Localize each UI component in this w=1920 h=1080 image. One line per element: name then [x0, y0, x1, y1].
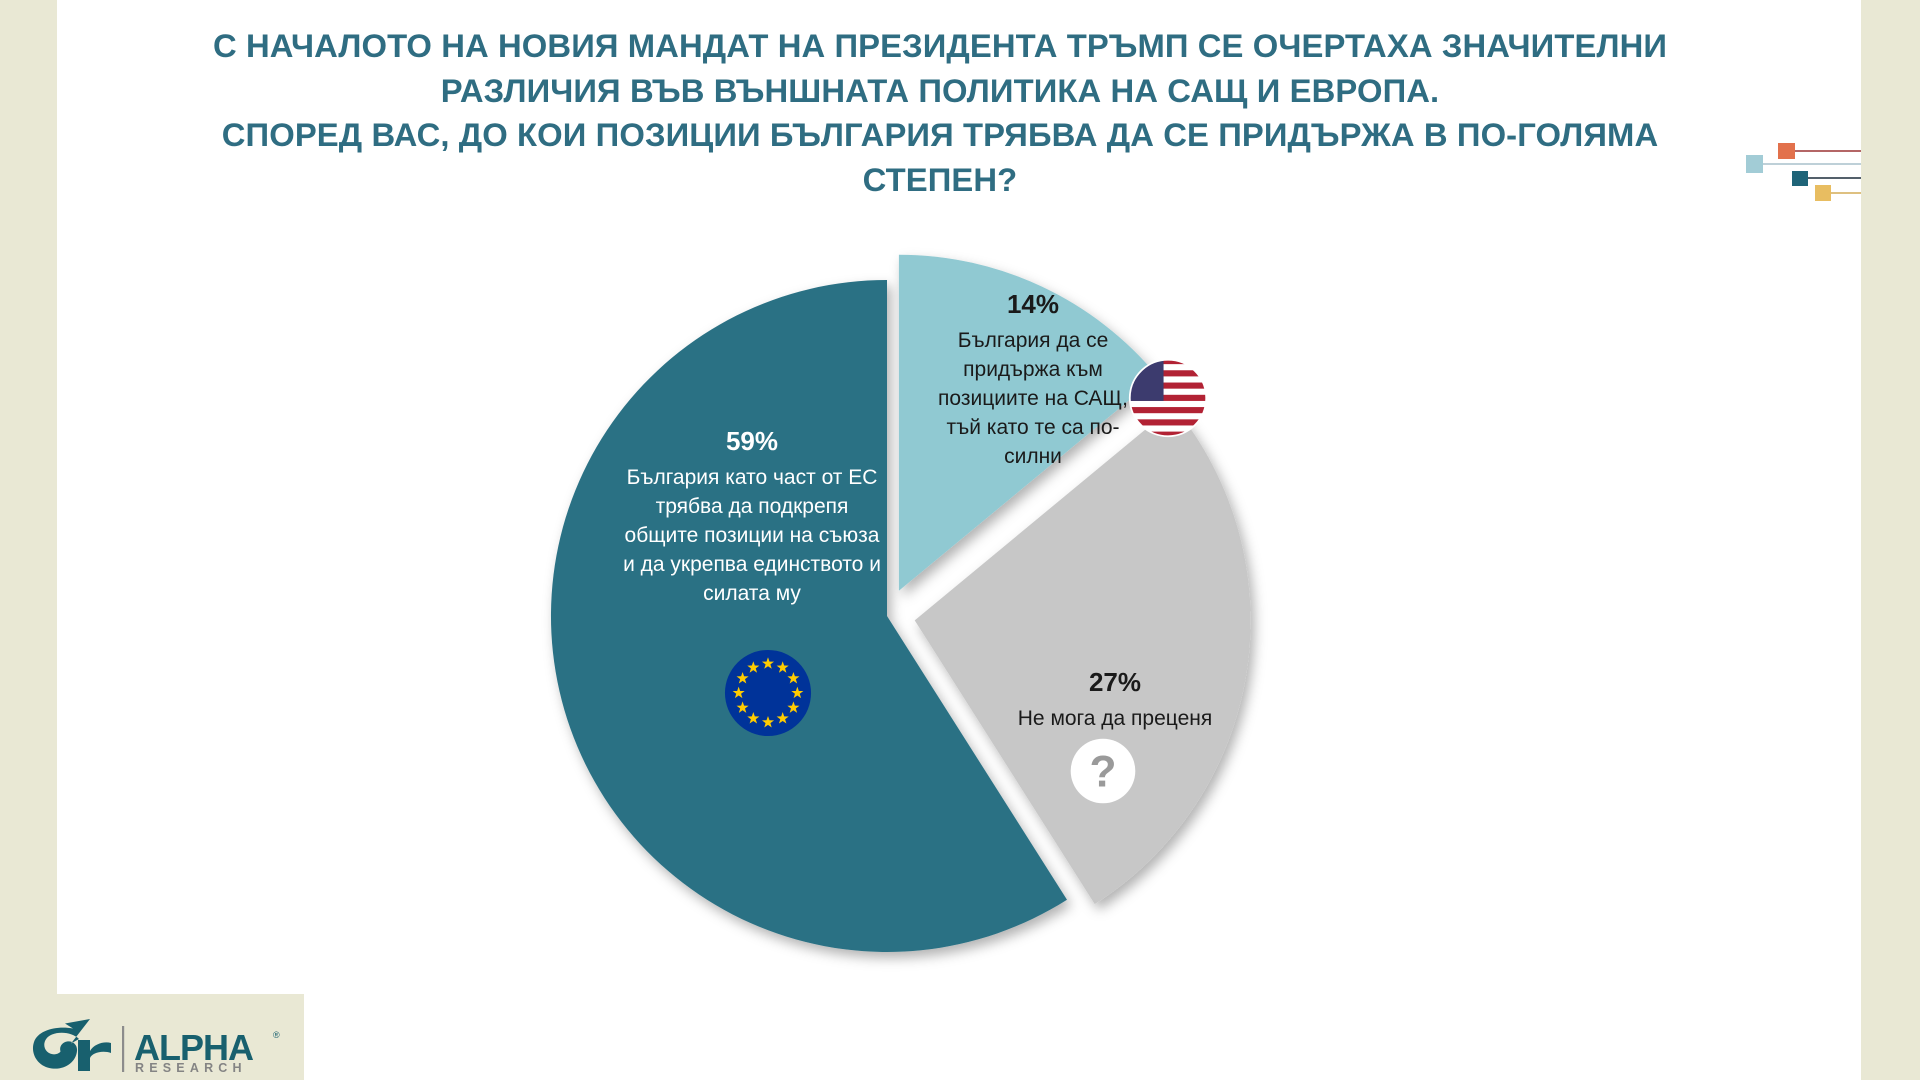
svg-text:?: ? — [1090, 747, 1117, 796]
svg-text:®: ® — [273, 1030, 280, 1040]
svg-text:RESEARCH: RESEARCH — [135, 1061, 247, 1075]
